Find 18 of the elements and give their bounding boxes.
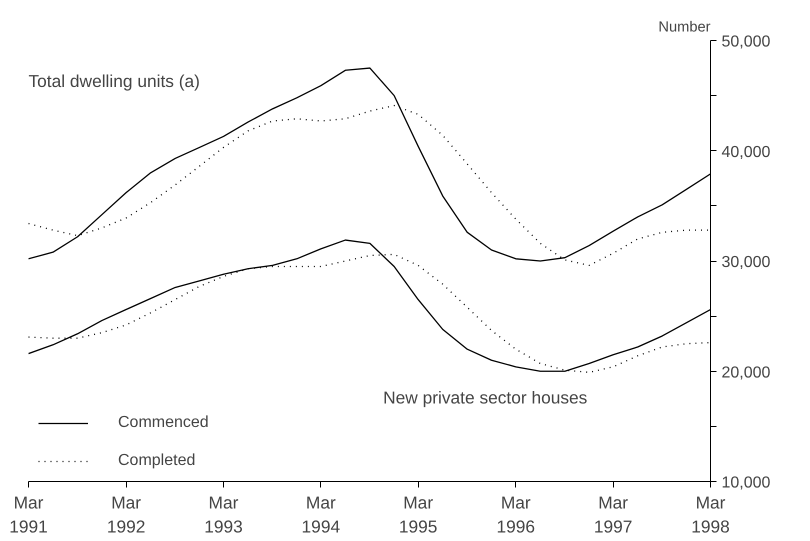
- legend-label: Completed: [118, 452, 196, 470]
- x-tick-label: Mar 1993: [204, 492, 243, 536]
- x-tick-label: Mar 1997: [594, 492, 632, 536]
- y-axis-title: Number: [658, 20, 711, 36]
- x-tick-label: Mar 1996: [496, 492, 536, 536]
- y-tick-label: 50,000: [722, 34, 771, 50]
- x-tick-label: Mar 1992: [106, 492, 146, 536]
- x-tick-label: Mar 1994: [302, 492, 340, 536]
- y-tick-label: 10,000: [722, 474, 771, 492]
- annotation: Total dwelling units (a): [28, 70, 200, 91]
- y-tick-label: 20,000: [722, 364, 771, 382]
- x-tick-label: Mar 1998: [691, 492, 730, 536]
- annotation: New private sector houses: [383, 388, 588, 408]
- legend-label: Commenced: [118, 414, 209, 432]
- y-tick-label: 30,000: [722, 254, 771, 271]
- x-tick-label: Mar 1991: [9, 492, 48, 536]
- x-tick-label: Mar 1995: [398, 492, 438, 536]
- y-tick-label: 40,000: [722, 144, 771, 161]
